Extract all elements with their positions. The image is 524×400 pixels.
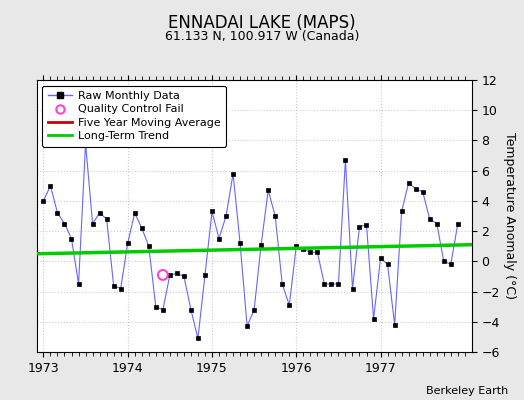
Text: ENNADAI LAKE (MAPS): ENNADAI LAKE (MAPS) xyxy=(168,14,356,32)
Text: Berkeley Earth: Berkeley Earth xyxy=(426,386,508,396)
Y-axis label: Temperature Anomaly (°C): Temperature Anomaly (°C) xyxy=(504,132,516,300)
Point xyxy=(159,272,167,278)
Text: 61.133 N, 100.917 W (Canada): 61.133 N, 100.917 W (Canada) xyxy=(165,30,359,43)
Legend: Raw Monthly Data, Quality Control Fail, Five Year Moving Average, Long-Term Tren: Raw Monthly Data, Quality Control Fail, … xyxy=(42,86,226,147)
